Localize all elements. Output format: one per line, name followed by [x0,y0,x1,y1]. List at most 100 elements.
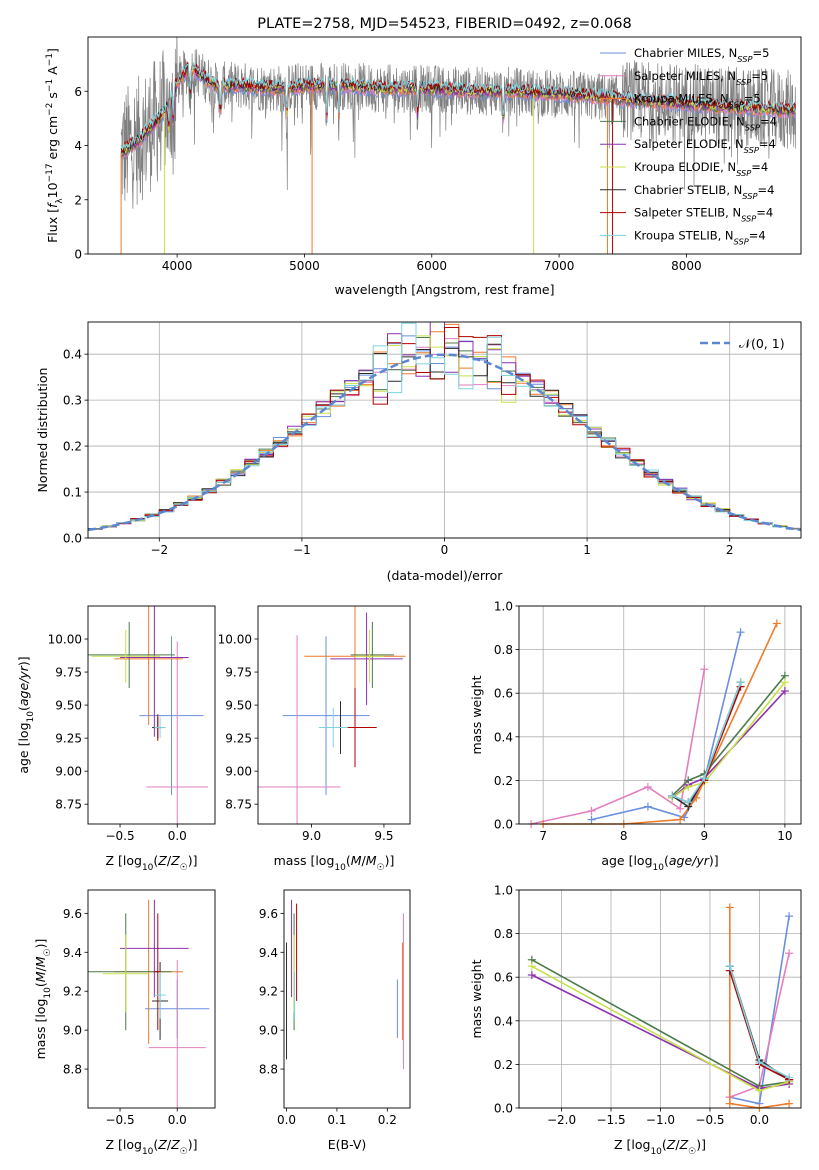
y-tick-label: 0 [74,248,82,262]
x-tick-label: 7 [539,829,547,843]
x-axis-label: Z [log10(Z/Z☉)] [614,1137,706,1157]
age-vs-Z-axes: −0.5 0.0 8.75 9.00 9.25 9.50 9.75 10.00 [48,633,187,843]
spectrum-axes: 4000 5000 6000 7000 8000 0 2 4 6 [74,85,701,273]
y-tick-label: 8.8 [259,1063,278,1077]
y-axis-label: age [log10(age/yr)] [16,656,36,773]
legend-entry: Salpeter MILES, NSSP=5 [634,69,768,87]
y-tick-label: 9.50 [225,699,252,713]
mass-vs-EBV-plot [286,899,404,1070]
y-tick-label: 9.6 [63,907,82,921]
series-line [591,632,742,821]
x-tick-label: −1 [293,543,311,557]
x-tick-label: 1 [583,543,591,557]
x-tick-label: 2 [726,543,734,557]
age-vs-Z-plot [88,606,209,824]
age-vs-mass-frame [257,605,411,825]
legend-entry: Chabrier ELODIE, NSSP=4 [634,114,777,132]
age-vs-mass-plot [258,606,406,824]
y-tick-label: 9.6 [259,907,278,921]
y-axis-label: mass [log10(M/M☉)] [33,939,53,1060]
x-axis-label: E(B-V) [328,1137,367,1152]
series-line [671,682,742,808]
x-tick-label: 7000 [544,259,575,273]
weight-vs-Z-plot [527,903,794,1112]
y-axis-label: Normed distribution [35,368,50,493]
x-axis-label: mass [log10(M/M☉)] [274,853,395,873]
legend-entry: Chabrier STELIB, NSSP=4 [634,183,774,201]
y-tick-label: 8.75 [225,798,252,812]
legend-entry: Salpeter ELODIE, NSSP=4 [634,137,776,155]
y-tick-label: 9.25 [55,732,82,746]
y-tick-label: 4 [74,139,82,153]
spectrum-plot [120,37,797,254]
model-spectrum-line [120,62,796,150]
weight-vs-Z-frame [518,889,802,1109]
weight-vs-Z-axes: −2.0 −1.5 −1.0 −0.5 0.0 0.0 0.2 0.4 0.6 0.8 1.0 [494,884,801,1127]
y-tick-label: 9.75 [225,666,252,680]
x-tick-label: 8 [620,829,628,843]
y-tick-label: 0.1 [63,486,82,500]
y-tick-label: 9.25 [225,732,252,746]
x-tick-label: 0.0 [168,829,187,843]
chart-title: PLATE=2758, MJD=54523, FIBERID=0492, z=0… [257,16,631,32]
y-tick-label: 9.00 [225,765,252,779]
x-tick-label: 0.0 [750,1113,769,1127]
x-tick-label: 9.5 [374,829,393,843]
age-vs-Z-frame [87,605,216,825]
x-tick-label: 9 [700,829,708,843]
y-tick-label: 0.8 [494,927,513,941]
legend-entry: 𝒩(0, 1) [739,336,785,351]
y-tick-label: 0.6 [494,687,513,701]
series-line [543,623,778,825]
y-tick-label: 0.2 [494,774,513,788]
x-tick-label: −2 [150,543,168,557]
y-tick-label: 0.6 [494,971,513,985]
y-tick-label: 9.0 [259,1024,278,1038]
y-tick-label: 0.3 [63,394,82,408]
x-tick-label: 6000 [416,259,447,273]
y-tick-label: 1.0 [494,884,513,898]
series-line [671,682,742,804]
x-tick-label: 10 [777,829,792,843]
y-axis-label: Flux [fλ10−17 erg cm−2 s−1 A−1] [45,48,65,243]
legend-entry: Kroupa MILES, NSSP=5 [634,92,761,110]
y-tick-label: 10.00 [48,633,82,647]
histogram-plot [88,322,801,532]
series-line [671,690,786,799]
series-line [671,681,786,799]
mass-vs-EBV-axes: 0.0 0.1 0.2 8.8 9.0 9.2 9.4 9.6 [259,907,397,1127]
legend-entry: Kroupa STELIB, NSSP=4 [634,228,766,246]
mass-vs-Z-plot [88,899,210,1108]
y-tick-label: 0.4 [494,1014,513,1028]
y-tick-label: 1.0 [494,600,513,614]
y-tick-label: 9.00 [55,765,82,779]
y-tick-label: 0.8 [494,643,513,657]
x-tick-label: 8000 [671,259,702,273]
x-tick-label: −1.0 [646,1113,675,1127]
legend-entry: Chabrier MILES, NSSP=5 [634,46,769,64]
x-tick-label: −2.0 [547,1113,576,1127]
weight-vs-age-plot [527,619,789,828]
x-tick-label: 0.0 [277,1113,296,1127]
y-tick-label: 9.50 [55,699,82,713]
mass-vs-Z-frame [87,889,216,1109]
y-tick-label: 8.8 [63,1063,82,1077]
y-tick-label: 9.4 [63,946,82,960]
weight-vs-age-frame [518,605,802,825]
x-tick-label: 9.0 [302,829,321,843]
x-tick-label: 5000 [289,259,320,273]
y-tick-label: 0.2 [494,1058,513,1072]
age-vs-mass-axes: 9.0 9.5 8.75 9.00 9.25 9.50 9.75 10.00 [218,633,394,843]
y-tick-label: 0.0 [494,1102,513,1116]
x-axis-label: age [log10(age/yr)] [601,853,718,873]
mass-vs-EBV-frame [283,889,411,1109]
y-tick-label: 0.4 [494,730,513,744]
x-tick-label: −0.5 [105,1113,134,1127]
legend-entry: Salpeter STELIB, NSSP=4 [634,206,773,224]
y-tick-label: 0.4 [63,348,82,362]
series-line [729,907,790,1109]
x-tick-label: −0.5 [695,1113,724,1127]
y-tick-label: 8.75 [55,798,82,812]
x-tick-label: 0.0 [168,1113,187,1127]
histogram-step-line [88,327,801,530]
